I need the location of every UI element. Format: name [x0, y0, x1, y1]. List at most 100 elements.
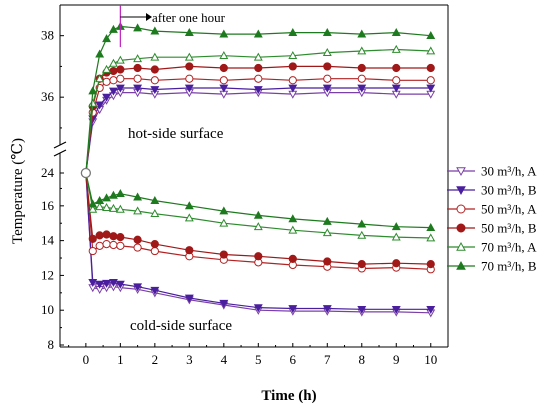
data-point: [150, 86, 160, 95]
legend-label: 50 m³/h, A: [481, 202, 537, 217]
data-point: [133, 23, 143, 32]
data-point: [88, 234, 97, 243]
after-one-hour-annotation: after one hour: [152, 10, 226, 25]
data-point: [357, 46, 367, 55]
x-tick-label: 10: [424, 352, 437, 367]
data-point: [109, 232, 118, 241]
series-line-hot-0: [85, 91, 431, 174]
y-tick-lower-label: 12: [41, 267, 54, 282]
data-point: [102, 64, 112, 73]
data-point: [150, 195, 160, 204]
data-point: [133, 54, 143, 63]
x-tick-label: 2: [152, 352, 159, 367]
data-point: [426, 260, 435, 269]
data-point: [253, 210, 263, 219]
data-point: [133, 192, 143, 201]
data-point: [322, 47, 332, 56]
data-point: [254, 63, 263, 73]
data-point: [150, 76, 159, 85]
x-tick-label: 1: [117, 352, 124, 367]
x-tick-label: 3: [186, 352, 193, 367]
series-line-hot-1: [85, 87, 431, 174]
data-point: [150, 52, 160, 61]
data-point: [150, 246, 159, 256]
data-point: [88, 98, 98, 107]
y-tick-upper-label: 36: [41, 89, 55, 104]
x-axis-label: Time (h): [261, 388, 316, 404]
data-point: [102, 202, 112, 211]
data-point: [185, 74, 194, 83]
data-point: [288, 51, 298, 60]
data-point: [109, 240, 118, 250]
data-point: [109, 66, 118, 76]
cold-side-annotation: cold-side surface: [130, 318, 232, 334]
data-point: [357, 84, 367, 93]
data-point: [133, 235, 142, 244]
data-point: [426, 222, 436, 231]
axis-break-mark: [53, 149, 67, 157]
data-point: [102, 230, 111, 239]
data-point: [391, 222, 401, 231]
legend-label: 30 m³/h, B: [481, 183, 537, 198]
data-point: [219, 51, 229, 60]
data-point: [426, 84, 436, 93]
data-point: [184, 84, 194, 93]
data-point: [109, 24, 118, 33]
data-point: [184, 213, 194, 222]
series-line-hot-5: [85, 25, 431, 174]
data-point: [253, 222, 263, 231]
data-point: [150, 240, 159, 249]
data-point: [150, 209, 160, 218]
data-point: [102, 34, 112, 43]
data-point: [95, 195, 105, 204]
legend-marker: [456, 186, 466, 196]
data-point: [133, 74, 142, 83]
start-point: [80, 167, 92, 179]
annotation-arrow-head: [146, 13, 152, 21]
data-point: [116, 65, 125, 74]
data-point: [219, 218, 229, 227]
data-point: [115, 84, 125, 93]
legend-marker: [456, 204, 466, 214]
data-point: [150, 286, 160, 295]
data-point: [288, 305, 298, 314]
data-point: [95, 74, 105, 83]
y-tick-break-label: 24: [41, 165, 55, 180]
data-point: [95, 202, 105, 211]
series-line-cold-11: [85, 172, 431, 229]
legend: 30 m³/h, A 30 m³/h, B 50 m³/h, A 50 m³/h, B…: [447, 164, 537, 274]
data-point: [357, 219, 367, 228]
data-point: [109, 58, 118, 67]
y-tick-upper-label: 38: [41, 28, 54, 43]
data-point: [322, 27, 332, 36]
data-point: [185, 62, 194, 71]
data-point: [391, 84, 401, 93]
data-point: [133, 243, 142, 252]
series-line-hot-2: [85, 78, 431, 174]
data-point: [323, 257, 332, 266]
x-tick-label: 0: [83, 352, 90, 367]
annotations: after one hour hot-side surface cold-sid…: [119, 5, 232, 334]
data-point: [253, 52, 263, 61]
data-point: [288, 254, 297, 263]
data-point: [102, 279, 112, 288]
data-point: [322, 84, 332, 93]
legend-marker: [456, 167, 466, 177]
legend-marker: [456, 223, 466, 233]
data-point: [322, 228, 332, 237]
data-point: [219, 206, 229, 215]
data-point: [115, 189, 125, 198]
data-point: [219, 84, 229, 93]
data-point: [133, 283, 143, 292]
legend-label: 30 m³/h, A: [481, 164, 537, 179]
data-point: [357, 74, 366, 83]
data-point: [95, 49, 105, 58]
x-tick-label: 8: [359, 352, 366, 367]
series-line-cold-7: [85, 172, 431, 310]
data-point: [357, 230, 367, 239]
data-point: [150, 65, 159, 74]
data-point: [109, 203, 118, 212]
data-point: [95, 101, 105, 110]
data-point: [426, 46, 436, 55]
